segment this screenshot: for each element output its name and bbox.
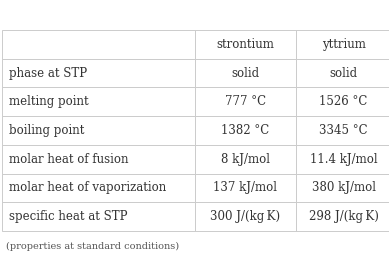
Text: 380 kJ/mol: 380 kJ/mol bbox=[312, 181, 376, 194]
Bar bbox=[194, 145, 296, 174]
Text: 300 J/(kg K): 300 J/(kg K) bbox=[210, 210, 280, 223]
Text: specific heat at STP: specific heat at STP bbox=[9, 210, 128, 223]
Text: boiling point: boiling point bbox=[9, 124, 84, 137]
Text: strontium: strontium bbox=[217, 38, 274, 51]
Text: (properties at standard conditions): (properties at standard conditions) bbox=[6, 242, 179, 251]
Text: 137 kJ/mol: 137 kJ/mol bbox=[214, 181, 277, 194]
Bar bbox=[2, 30, 194, 59]
Bar bbox=[2, 116, 194, 145]
Bar bbox=[2, 87, 194, 116]
Bar bbox=[296, 87, 389, 116]
Text: yttrium: yttrium bbox=[322, 38, 366, 51]
Text: 1526 °C: 1526 °C bbox=[319, 95, 368, 108]
Text: 3345 °C: 3345 °C bbox=[319, 124, 368, 137]
Bar bbox=[296, 59, 389, 87]
Bar bbox=[2, 59, 194, 87]
Bar bbox=[2, 202, 194, 231]
Bar bbox=[296, 116, 389, 145]
Bar bbox=[296, 145, 389, 174]
Text: 8 kJ/mol: 8 kJ/mol bbox=[221, 153, 270, 166]
Text: molar heat of fusion: molar heat of fusion bbox=[9, 153, 128, 166]
Text: 298 J/(kg K): 298 J/(kg K) bbox=[309, 210, 378, 223]
Bar bbox=[194, 30, 296, 59]
Bar bbox=[296, 202, 389, 231]
Text: 1382 °C: 1382 °C bbox=[221, 124, 270, 137]
Bar bbox=[194, 174, 296, 202]
Text: molar heat of vaporization: molar heat of vaporization bbox=[9, 181, 166, 194]
Text: solid: solid bbox=[231, 67, 259, 80]
Text: 11.4 kJ/mol: 11.4 kJ/mol bbox=[310, 153, 377, 166]
Text: phase at STP: phase at STP bbox=[9, 67, 87, 80]
Bar bbox=[2, 145, 194, 174]
Bar bbox=[296, 30, 389, 59]
Text: 777 °C: 777 °C bbox=[225, 95, 266, 108]
Bar bbox=[194, 202, 296, 231]
Bar bbox=[296, 174, 389, 202]
Bar bbox=[2, 174, 194, 202]
Text: melting point: melting point bbox=[9, 95, 89, 108]
Text: solid: solid bbox=[329, 67, 358, 80]
Bar bbox=[194, 87, 296, 116]
Bar bbox=[194, 116, 296, 145]
Bar bbox=[194, 59, 296, 87]
